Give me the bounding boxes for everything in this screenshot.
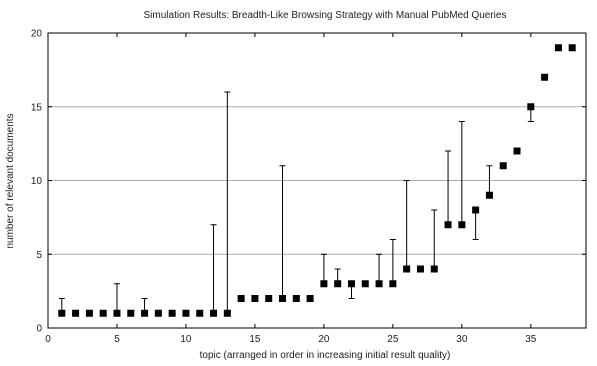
data-point-38: [568, 44, 576, 52]
data-point-35: [527, 103, 535, 111]
chart-title: Simulation Results: Breadth-Like Browsin…: [144, 10, 507, 21]
data-point-28: [430, 265, 438, 273]
data-point-7: [141, 309, 149, 317]
data-point-13: [223, 309, 231, 317]
data-point-10: [182, 309, 190, 317]
data-point-3: [85, 309, 93, 317]
y-axis-label: number of relevant documents: [5, 113, 16, 248]
data-point-18: [292, 295, 300, 302]
grid-layer: [48, 106, 586, 255]
data-point-8: [154, 309, 162, 317]
data-point-36: [541, 73, 549, 81]
x-axis-label: topic (arranged in order in increasing i…: [200, 350, 451, 361]
data-point-15: [251, 295, 259, 302]
data-point-1: [58, 309, 66, 317]
data-point-19: [306, 295, 314, 302]
y-tick-label-10: 10: [31, 176, 43, 187]
data-point-34: [513, 147, 521, 155]
data-point-26: [403, 265, 411, 273]
data-point-32: [485, 191, 493, 199]
data-point-11: [196, 309, 204, 317]
data-point-37: [554, 44, 562, 52]
data-point-25: [389, 280, 397, 288]
x-tick-label-35: 35: [525, 334, 537, 345]
y-tick-label-15: 15: [31, 102, 43, 113]
data-point-17: [279, 295, 287, 302]
data-point-5: [113, 309, 121, 317]
ticks-layer: 0 5 10 15 20 0 5 10 15 20 25 30 35: [31, 29, 586, 345]
x-tick-label-20: 20: [318, 334, 330, 345]
data-point-9: [168, 309, 176, 317]
data-point-2: [72, 309, 80, 317]
data-point-4: [99, 309, 107, 317]
y-tick-label-20: 20: [31, 29, 43, 40]
data-point-14: [237, 295, 245, 302]
y-tick-label-0: 0: [36, 324, 42, 335]
x-tick-label-30: 30: [456, 334, 468, 345]
x-tick-label-25: 25: [387, 334, 399, 345]
data-point-6: [127, 309, 135, 317]
data-point-16: [265, 295, 273, 302]
x-tick-label-15: 15: [249, 334, 261, 345]
data-point-21: [334, 280, 342, 288]
data-point-24: [375, 280, 383, 288]
data-point-27: [416, 265, 424, 273]
data-point-29: [444, 221, 452, 229]
data-point-12: [210, 309, 218, 317]
data-point-22: [347, 280, 355, 288]
x-tick-label-0: 0: [45, 334, 51, 345]
markers-layer: [58, 44, 576, 317]
data-point-31: [472, 206, 480, 214]
data-point-20: [320, 280, 328, 288]
data-point-30: [458, 221, 466, 229]
x-tick-label-10: 10: [180, 334, 192, 345]
data-point-33: [499, 162, 507, 170]
error-bars-layer: [58, 91, 534, 314]
x-tick-label-5: 5: [114, 334, 120, 345]
data-point-23: [361, 280, 369, 288]
y-tick-label-5: 5: [36, 250, 42, 261]
